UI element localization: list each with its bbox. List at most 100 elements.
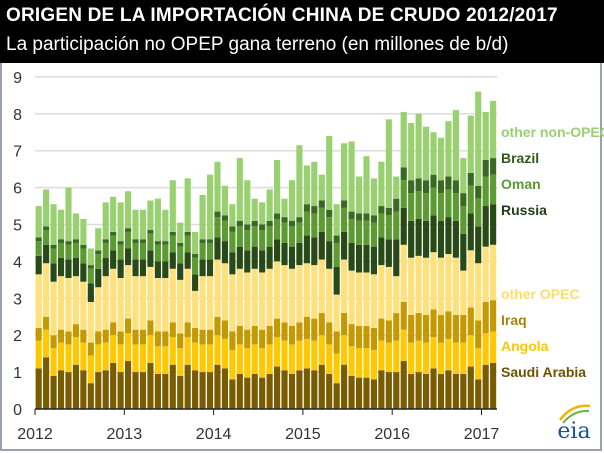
bar-segment-russia <box>437 220 445 258</box>
bar-segment-saudi-arabia <box>95 372 102 409</box>
eia-logo-arc <box>562 409 590 424</box>
bar-segment-saudi-arabia <box>65 372 72 409</box>
bar-segment-angola <box>169 337 176 365</box>
x-tick-label: 2013 <box>107 426 143 443</box>
header: ORIGEN DE LA IMPORTACIÓN CHINA DE CRUDO … <box>0 0 604 63</box>
eia-logo: eia <box>557 419 590 444</box>
bar-segment-brazil <box>192 254 199 258</box>
bar-segment-oman <box>251 226 258 247</box>
bar-segment-other-non-opec <box>87 248 94 266</box>
bar-segment-other-opec <box>296 265 303 323</box>
bar-segment-russia <box>87 283 94 302</box>
bar-segment-russia <box>43 244 50 264</box>
bar-segment-iraq <box>117 331 124 345</box>
bar-segment-angola <box>348 346 355 376</box>
bar-segment-oman <box>452 193 459 221</box>
bar-segment-other-non-opec <box>147 200 154 231</box>
y-tick-label: 0 <box>13 402 22 419</box>
bar-segment-russia <box>147 250 154 267</box>
bar-segment-other-opec <box>460 270 467 315</box>
bar-segment-saudi-arabia <box>162 373 169 409</box>
bar-segment-oman <box>460 206 467 234</box>
bar-segment-oman <box>169 235 176 253</box>
bar-segment-other-non-opec <box>154 198 161 242</box>
bar-segment-angola <box>87 355 94 384</box>
bar-segment-brazil <box>65 241 72 245</box>
bar-segment-angola <box>445 338 452 371</box>
bar-segment-other-non-opec <box>102 202 109 240</box>
bar-segment-russia <box>400 207 407 245</box>
bar-segment-angola <box>333 353 340 384</box>
bar-segment-other-opec <box>229 274 236 332</box>
bar-segment-brazil <box>139 239 147 243</box>
bar-segment-brazil <box>348 211 355 219</box>
bar-segment-other-non-opec <box>445 121 452 177</box>
bar-segment-saudi-arabia <box>303 368 310 409</box>
bar-segment-other-non-opec <box>408 123 415 181</box>
bar-segment-iraq <box>445 311 452 339</box>
bar-segment-brazil <box>80 244 87 249</box>
bar-segment-oman <box>281 222 288 243</box>
bar-segment-iraq <box>184 322 191 338</box>
bar-segment-iraq <box>341 313 348 336</box>
bar-segment-iraq <box>154 331 161 347</box>
bar-segment-oman <box>385 215 392 240</box>
bar-segment-russia <box>393 239 400 277</box>
bar-segment-iraq <box>288 325 296 345</box>
bar-segment-angola <box>303 338 310 369</box>
bar-segment-saudi-arabia <box>132 372 139 409</box>
legend-other-opec: other OPEC <box>501 286 580 302</box>
bar-segment-angola <box>355 348 363 378</box>
bar-segment-other-opec <box>490 244 497 301</box>
bar-segment-brazil <box>184 231 191 236</box>
chart-title: ORIGEN DE LA IMPORTACIÓN CHINA DE CRUDO … <box>6 5 558 26</box>
bar-segment-iraq <box>408 314 415 343</box>
bar-segment-brazil <box>221 215 228 221</box>
bar-segment-saudi-arabia <box>423 373 430 409</box>
bar-segment-other-non-opec <box>184 178 191 232</box>
bar-segment-iraq <box>370 327 377 350</box>
bar-segment-other-opec <box>408 257 415 315</box>
bar-segment-other-opec <box>192 290 199 328</box>
bar-segment-oman <box>221 220 228 242</box>
bar-segment-other-non-opec <box>259 202 266 225</box>
bar-segment-saudi-arabia <box>437 373 445 409</box>
bar-segment-iraq <box>95 331 102 345</box>
bar-segment-russia <box>154 261 161 279</box>
bar-segment-oman <box>400 180 407 208</box>
bar-segment-brazil <box>43 226 50 231</box>
bar-segment-other-non-opec <box>311 161 318 207</box>
bar-segment-saudi-arabia <box>378 370 385 409</box>
bar-segment-other-non-opec <box>35 206 42 238</box>
bar-segment-other-opec <box>423 257 430 315</box>
bar-segment-oman <box>117 244 124 260</box>
bar-segment-saudi-arabia <box>43 357 50 409</box>
bar-segment-angola <box>266 344 273 374</box>
bar-segment-brazil <box>445 176 452 190</box>
bar-segment-oman <box>482 176 489 207</box>
bar-segment-other-non-opec <box>192 231 199 255</box>
bar-segment-other-non-opec <box>229 204 236 227</box>
bar-segment-saudi-arabia <box>490 362 497 409</box>
bar-segment-angola <box>385 342 392 373</box>
bar-segment-saudi-arabia <box>50 375 57 409</box>
bar-segment-brazil <box>35 237 42 242</box>
bar-segment-brazil <box>274 213 281 219</box>
bar-segment-oman <box>102 242 109 258</box>
bar-segment-saudi-arabia <box>199 372 206 409</box>
bar-segment-angola <box>50 348 57 376</box>
bar-segment-angola <box>117 344 124 373</box>
bar-segment-brazil <box>102 239 109 243</box>
bar-segment-russia <box>65 259 72 279</box>
bar-segment-russia <box>72 257 79 277</box>
bar-segment-saudi-arabia <box>452 373 459 409</box>
bar-segment-russia <box>318 231 325 260</box>
bar-segment-other-opec <box>117 278 124 332</box>
bar-segment-other-non-opec <box>244 180 251 225</box>
bar-segment-saudi-arabia <box>110 362 117 409</box>
bar-segment-russia <box>244 250 251 273</box>
y-tick-label: 5 <box>13 218 22 235</box>
bar-segment-oman <box>87 268 94 284</box>
bar-segment-other-non-opec <box>95 228 102 251</box>
bar-segment-other-opec <box>199 276 206 330</box>
